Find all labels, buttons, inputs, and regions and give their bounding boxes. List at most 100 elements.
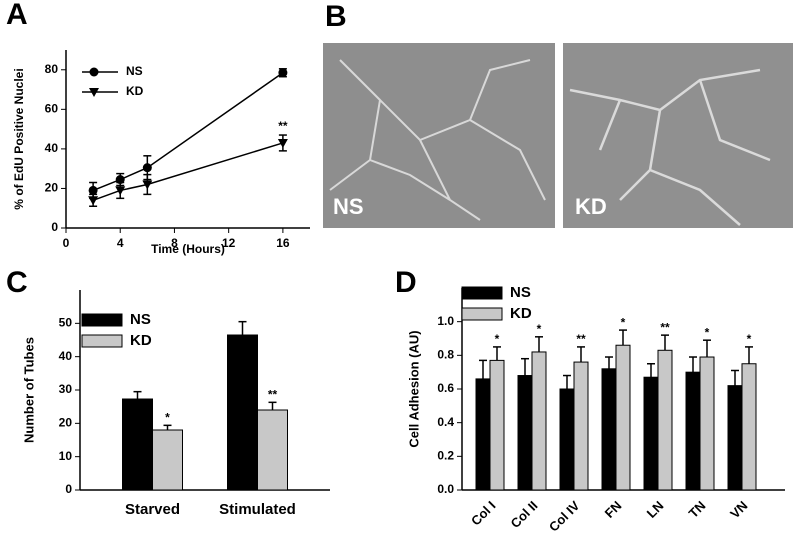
bar — [573, 361, 589, 491]
panel-label: C — [6, 266, 28, 299]
error-bar — [745, 346, 753, 364]
error-bar — [605, 356, 613, 369]
significance: * — [747, 332, 752, 346]
significance: * — [705, 325, 710, 339]
error-bar — [535, 336, 543, 352]
y-axis-title: Cell Adhesion (AU) — [406, 330, 421, 447]
legend-label: NS — [510, 284, 531, 301]
y-tick-label: 20 — [59, 416, 73, 430]
tube-network — [329, 59, 546, 221]
micrograph — [563, 43, 793, 228]
error-bar — [619, 329, 627, 346]
panel-label: D — [395, 266, 417, 299]
bar — [699, 356, 715, 491]
significance: * — [621, 315, 626, 329]
legend-label: KD — [130, 332, 152, 349]
x-tick-label: Col I — [468, 498, 499, 529]
y-tick-label: 0.6 — [437, 381, 454, 395]
marker — [278, 68, 288, 78]
bar — [517, 375, 533, 491]
marker — [142, 180, 153, 190]
x-tick-label: TN — [686, 498, 709, 521]
legend-swatch — [81, 334, 123, 348]
y-axis-title: % of EdU Positive Nuclei — [12, 68, 26, 209]
legend-label: KD — [126, 84, 144, 98]
marker — [115, 186, 126, 196]
bar — [741, 363, 757, 491]
x-tick-label: 4 — [117, 236, 124, 250]
y-tick-label: 0.2 — [437, 449, 454, 463]
legend-swatch — [81, 313, 123, 327]
error-bar — [577, 346, 585, 363]
y-tick-label: 0.8 — [437, 348, 454, 362]
error-bar — [238, 320, 247, 335]
error-bar — [689, 356, 697, 373]
bar — [257, 409, 288, 491]
error-bar — [731, 369, 739, 386]
series-line — [92, 72, 284, 192]
y-tick-label: 10 — [59, 449, 73, 463]
y-axis-title: Number of Tubes — [21, 337, 36, 443]
error-bar — [703, 339, 711, 358]
bar — [227, 334, 258, 491]
series-line — [92, 142, 284, 202]
panel-label: B — [325, 0, 347, 33]
significance: * — [495, 332, 500, 346]
significance: ** — [660, 320, 670, 334]
y-tick-label: 20 — [45, 181, 59, 195]
y-tick-label: 0.0 — [437, 482, 454, 496]
bar — [615, 344, 631, 491]
y-tick-label: 0 — [65, 482, 72, 496]
legend-label: NS — [130, 311, 151, 328]
significance: * — [165, 411, 170, 425]
x-tick-label: 8 — [171, 236, 178, 250]
bar — [559, 388, 575, 491]
error-bar — [479, 359, 487, 379]
tube-network — [569, 68, 771, 226]
x-tick-label: FN — [602, 498, 625, 521]
error-bar — [493, 346, 501, 361]
y-tick-label: 0 — [51, 220, 58, 234]
legend-swatch — [461, 286, 503, 300]
panel-label: A — [6, 0, 28, 31]
marker — [88, 185, 98, 195]
marker — [277, 138, 288, 148]
significance: ** — [268, 388, 278, 402]
error-bar — [268, 401, 277, 410]
x-tick-label: Col IV — [546, 498, 583, 535]
y-tick-label: 0.4 — [437, 415, 454, 429]
error-bar — [563, 374, 571, 389]
x-tick-label: VN — [727, 498, 750, 521]
bar — [475, 378, 491, 491]
y-tick-label: 40 — [45, 141, 59, 155]
bar — [122, 398, 153, 491]
micrograph — [323, 43, 555, 228]
error-bar — [647, 363, 655, 378]
x-tick-label: 0 — [63, 236, 70, 250]
significance: ** — [278, 119, 288, 133]
x-tick-label: Starved — [125, 501, 180, 518]
bar — [685, 371, 701, 491]
error-bar — [163, 424, 172, 430]
x-tick-label: 12 — [222, 236, 236, 250]
x-tick-label: 16 — [276, 236, 290, 250]
error-bar — [661, 334, 669, 351]
marker — [89, 67, 99, 77]
y-tick-label: 50 — [59, 316, 73, 330]
y-tick-label: 80 — [45, 62, 59, 76]
marker — [142, 163, 152, 173]
legend-swatch — [461, 307, 503, 321]
error-bar — [133, 390, 142, 399]
bar — [601, 368, 617, 491]
y-tick-label: 30 — [59, 382, 73, 396]
bar — [643, 376, 659, 491]
marker — [88, 196, 99, 206]
x-tick-label: LN — [644, 498, 667, 521]
bar — [531, 351, 547, 491]
x-axis-title: Time (Hours) — [151, 242, 225, 256]
bar — [657, 349, 673, 491]
y-tick-label: 60 — [45, 102, 59, 116]
x-tick-label: Col II — [507, 498, 540, 531]
